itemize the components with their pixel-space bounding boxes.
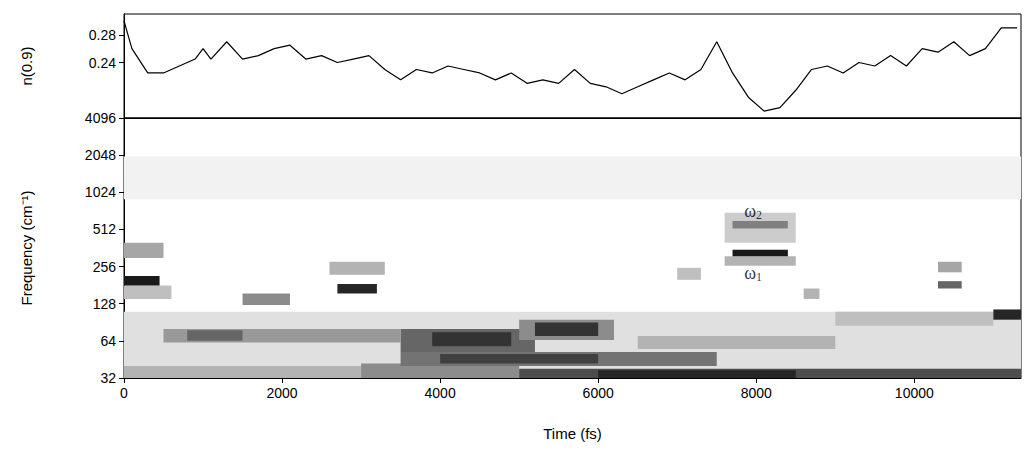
svg-text:128: 128 [93,296,117,312]
svg-text:512: 512 [93,221,117,237]
svg-text:2000: 2000 [266,385,297,401]
svg-text:n(0.9): n(0.9) [18,46,35,85]
svg-text:0.28: 0.28 [89,27,116,43]
svg-text:1024: 1024 [85,184,116,200]
svg-text:256: 256 [93,259,117,275]
svg-text:0.24: 0.24 [89,55,116,71]
svg-text:Frequency (cm⁻¹): Frequency (cm⁻¹) [18,190,35,305]
svg-text:0: 0 [120,385,128,401]
svg-text:1: 1 [756,270,762,284]
svg-text:ω: ω [744,201,756,221]
svg-text:2: 2 [756,208,762,222]
svg-text:4000: 4000 [425,385,456,401]
svg-text:32: 32 [100,370,116,386]
svg-text:6000: 6000 [583,385,614,401]
svg-text:ω: ω [744,263,756,283]
svg-text:8000: 8000 [741,385,772,401]
svg-text:2048: 2048 [85,147,116,163]
svg-text:10000: 10000 [895,385,934,401]
svg-text:64: 64 [100,333,116,349]
svg-text:Time (fs): Time (fs) [543,425,602,442]
svg-text:4096: 4096 [85,110,116,126]
